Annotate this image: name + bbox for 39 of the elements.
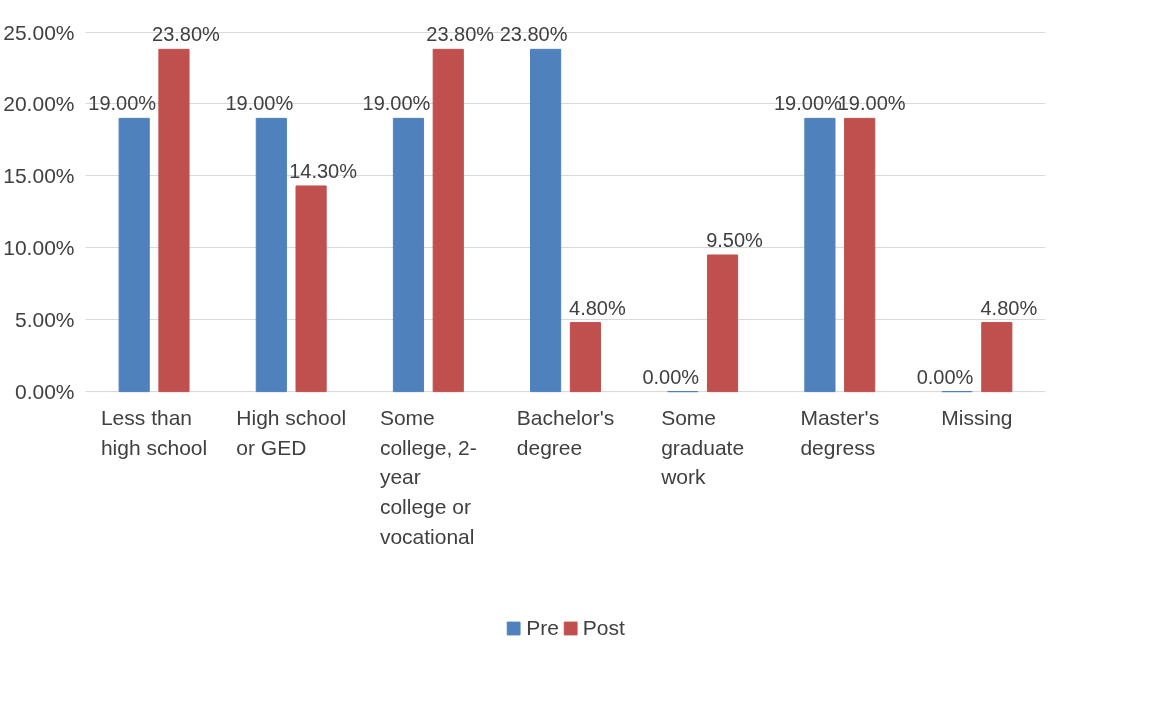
data-label: 0.00% — [916, 365, 974, 388]
y-tick-label: 5.00% — [14, 308, 75, 332]
x-tick-label: Some college, 2- year college or vocational — [379, 405, 477, 549]
x-tick-label: High school or GED — [236, 405, 347, 459]
data-label: 23.80% — [426, 23, 495, 46]
data-label: 19.00% — [88, 92, 157, 115]
data-label: 19.00% — [225, 92, 294, 115]
y-tick-label: 20.00% — [3, 92, 75, 116]
data-label: 23.80% — [152, 23, 221, 46]
bar — [844, 117, 876, 393]
bar — [706, 254, 739, 393]
bar — [392, 117, 425, 393]
legend-label: Post — [582, 616, 625, 640]
y-tick-label: 15.00% — [3, 164, 75, 188]
data-label: 19.00% — [362, 92, 431, 115]
y-tick-label: 0.00% — [14, 380, 75, 404]
bar — [804, 117, 836, 393]
data-label: 9.50% — [706, 228, 764, 251]
bar — [118, 117, 150, 393]
bar — [981, 322, 1013, 393]
data-label: 4.80% — [569, 296, 626, 319]
data-label: 0.00% — [642, 365, 700, 388]
x-tick-label: Missing — [941, 405, 1013, 429]
bar — [569, 322, 601, 393]
data-label: 14.30% — [289, 159, 358, 182]
bar — [432, 48, 464, 393]
bar — [530, 48, 562, 393]
y-tick-label: 25.00% — [3, 20, 75, 44]
x-tick-label: Some graduate work — [660, 405, 745, 489]
data-label: 23.80% — [499, 23, 568, 46]
bar — [295, 185, 327, 393]
x-tick-label: Less than high school — [100, 405, 208, 459]
y-tick-label: 10.00% — [3, 236, 75, 260]
bar — [158, 48, 190, 393]
data-label: 4.80% — [980, 296, 1038, 319]
x-tick-label: Master's degress — [800, 405, 880, 459]
legend-label: Pre — [526, 616, 559, 640]
x-tick-label: Bachelor's degree — [516, 405, 615, 459]
bar — [255, 117, 287, 393]
